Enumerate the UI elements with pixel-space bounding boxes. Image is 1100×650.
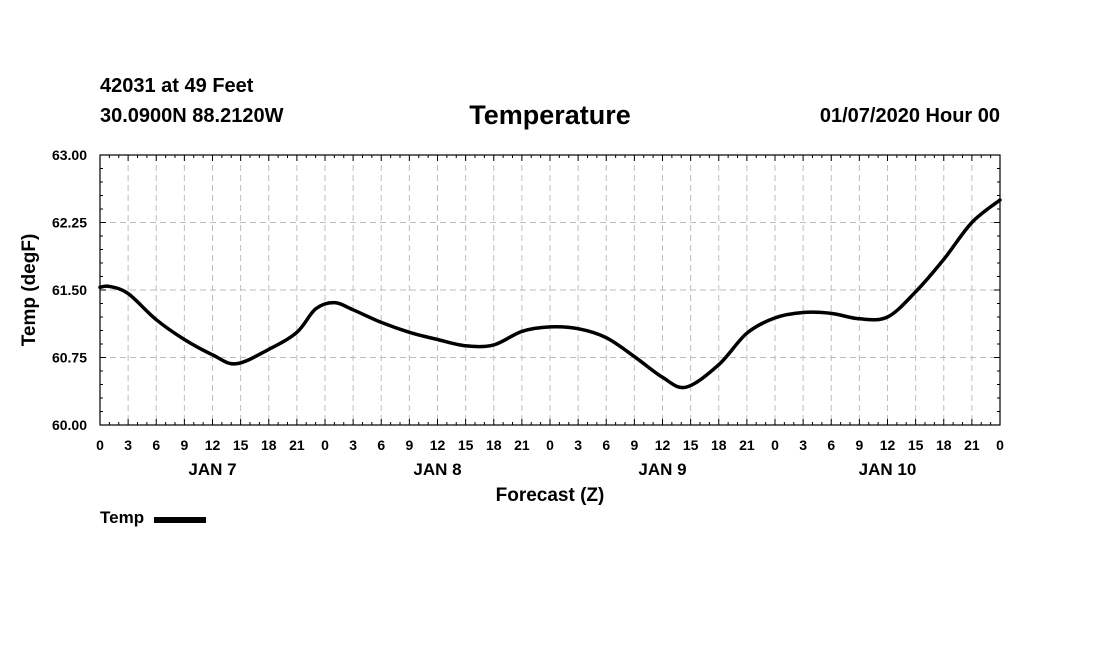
x-tick-label: 9: [855, 437, 863, 453]
temp-data-point: [887, 316, 888, 318]
x-tick-label: 0: [546, 437, 554, 453]
x-tick-label: 9: [630, 437, 638, 453]
temp-data-point: [999, 199, 1001, 201]
x-tick-label: 0: [321, 437, 329, 453]
legend-line-swatch: [154, 516, 207, 523]
x-tick-label: 15: [458, 437, 474, 453]
x-tick-label: 9: [405, 437, 413, 453]
day-label: JAN 8: [413, 460, 461, 479]
x-tick-label: 15: [683, 437, 699, 453]
day-label: JAN 7: [188, 460, 236, 479]
temp-data-point: [108, 285, 110, 287]
temp-data-point: [155, 319, 157, 321]
temp-data-point: [235, 363, 237, 365]
x-tick-label: 21: [739, 437, 755, 453]
x-tick-label: 3: [124, 437, 132, 453]
temp-data-point: [380, 321, 382, 323]
x-tick-label: 6: [377, 437, 385, 453]
temp-data-point: [662, 376, 663, 378]
temp-data-point: [971, 222, 973, 223]
x-tick-label: 3: [349, 437, 357, 453]
day-label: JAN 10: [859, 460, 917, 479]
temp-data-point: [333, 302, 335, 304]
temp-data-point: [127, 293, 129, 295]
temp-data-point: [212, 354, 213, 356]
chart-title: Temperature: [469, 100, 631, 130]
temp-data-point: [315, 308, 317, 310]
x-tick-label: 9: [180, 437, 188, 453]
x-tick-label: 18: [486, 437, 502, 453]
temp-data-point: [605, 337, 607, 339]
x-axis-label: Forecast (Z): [496, 485, 605, 506]
temp-data-point: [408, 331, 410, 333]
temp-data-point: [465, 345, 467, 347]
station-label: 42031 at 49 Feet: [100, 75, 254, 97]
x-tick-label: 12: [880, 437, 896, 453]
y-tick-label: 60.00: [52, 417, 87, 433]
x-tick-label: 12: [655, 437, 671, 453]
x-tick-label: 0: [96, 437, 104, 453]
x-tick-label: 0: [771, 437, 779, 453]
y-tick-label: 60.75: [52, 350, 87, 366]
temp-data-point: [99, 286, 101, 288]
legend: Temp: [100, 508, 207, 528]
y-tick-label: 62.25: [52, 215, 87, 231]
day-label: JAN 9: [638, 460, 686, 479]
x-tick-label: 0: [996, 437, 1004, 453]
x-tick-label: 6: [152, 437, 160, 453]
temp-data-point: [437, 339, 438, 340]
temp-data-point: [943, 258, 945, 260]
temp-data-point: [802, 312, 804, 313]
x-tick-label: 6: [827, 437, 835, 453]
x-tick-label: 21: [964, 437, 980, 453]
temp-data-point: [268, 348, 270, 350]
x-tick-label: 21: [514, 437, 530, 453]
y-tick-label: 61.50: [52, 282, 87, 298]
temp-data-point: [549, 326, 551, 328]
x-tick-label: 21: [289, 437, 305, 453]
temp-data-point: [685, 386, 687, 388]
x-tick-label: 15: [233, 437, 249, 453]
temp-data-point: [830, 312, 832, 314]
temp-data-point: [521, 330, 523, 332]
temp-data-point: [915, 291, 917, 293]
x-tick-label: 18: [261, 437, 277, 453]
x-tick-label: 18: [936, 437, 952, 453]
temp-data-point: [352, 309, 354, 311]
x-tick-label: 3: [574, 437, 582, 453]
coordinates-label: 30.0900N 88.2120W: [100, 105, 284, 127]
legend-label: Temp: [100, 508, 145, 527]
forecast-run-label: 01/07/2020 Hour 00: [819, 105, 1000, 127]
temp-data-point: [718, 364, 720, 366]
temp-data-point: [493, 344, 495, 346]
x-tick-label: 3: [799, 437, 807, 453]
temp-data-point: [183, 339, 185, 340]
y-axis-label: Temp (degF): [19, 234, 40, 347]
plot-frame: [99, 154, 1001, 426]
temp-data-point: [633, 356, 635, 358]
temp-data-point: [296, 331, 298, 333]
temp-data-point: [858, 318, 860, 320]
temp-data-point: [746, 332, 748, 334]
temp-data-point: [577, 328, 579, 330]
x-tick-label: 12: [205, 437, 221, 453]
x-tick-label: 6: [602, 437, 610, 453]
x-tick-label: 12: [430, 437, 446, 453]
y-tick-label: 63.00: [52, 147, 87, 163]
temp-data-point: [774, 317, 776, 319]
x-tick-label: 18: [711, 437, 727, 453]
x-tick-label: 15: [908, 437, 924, 453]
